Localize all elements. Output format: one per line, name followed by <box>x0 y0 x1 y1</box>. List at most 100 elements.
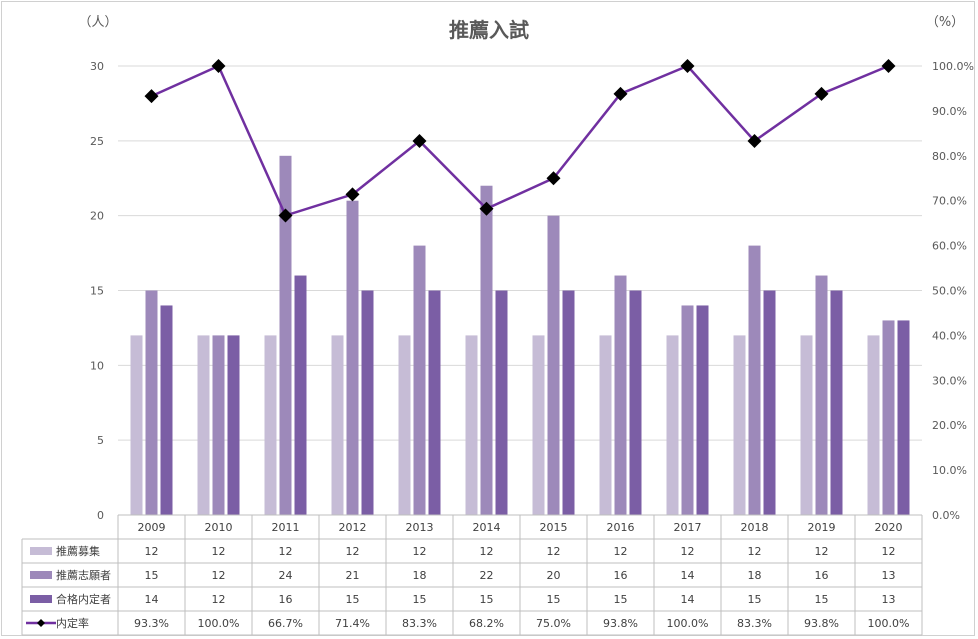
rate-point <box>412 133 427 148</box>
bar <box>733 335 746 515</box>
x-tick-label: 2015 <box>540 521 568 534</box>
bar <box>279 155 292 516</box>
bar <box>197 335 210 515</box>
bar <box>614 275 627 515</box>
legend-label: 内定率 <box>56 616 89 630</box>
y-left-tick-label: 10 <box>90 359 104 372</box>
rate-point <box>680 59 695 73</box>
legend-label: 推薦募集 <box>56 544 100 558</box>
bar <box>398 335 411 515</box>
bar <box>264 335 277 515</box>
bar <box>465 335 478 515</box>
data-label: 12 <box>748 545 762 558</box>
data-label: 12 <box>480 545 494 558</box>
bar <box>763 290 776 515</box>
bar <box>882 320 895 515</box>
legend-swatch <box>30 547 52 555</box>
bar <box>413 245 426 515</box>
data-label: 18 <box>413 569 427 582</box>
y-right-tick-label: 20.0% <box>932 419 967 432</box>
rate-point <box>144 89 159 104</box>
legend-marker <box>37 619 45 627</box>
rate-point <box>479 201 494 216</box>
data-label: 12 <box>212 593 226 606</box>
y-left-tick-label: 20 <box>90 210 104 223</box>
bar <box>495 290 508 515</box>
legend-label: 推薦志願者 <box>56 568 111 582</box>
bar <box>800 335 813 515</box>
data-label: 93.3% <box>134 617 169 630</box>
y-right-tick-label: 40.0% <box>932 329 967 342</box>
data-label: 100.0% <box>198 617 240 630</box>
legend-swatch <box>30 571 52 579</box>
chart-title: 推薦入試 <box>449 18 529 42</box>
data-label: 12 <box>212 569 226 582</box>
bar <box>428 290 441 515</box>
rate-line <box>150 64 889 218</box>
y-right-tick-label: 10.0% <box>932 464 967 477</box>
data-label: 15 <box>547 593 561 606</box>
bar <box>212 335 225 515</box>
data-label: 15 <box>145 569 159 582</box>
data-label: 24 <box>279 569 293 582</box>
bar <box>562 290 575 515</box>
bar <box>897 320 910 515</box>
rate-point <box>211 59 226 73</box>
bar <box>227 335 240 515</box>
bar <box>666 335 679 515</box>
y-left-tick-label: 30 <box>90 60 104 73</box>
data-label: 12 <box>212 545 226 558</box>
bar <box>331 335 344 515</box>
data-label: 66.7% <box>268 617 303 630</box>
y-left-tick-label: 25 <box>90 135 104 148</box>
bar <box>145 290 158 515</box>
data-label: 22 <box>480 569 494 582</box>
data-label: 14 <box>681 569 695 582</box>
y-right-tick-label: 90.0% <box>932 105 967 118</box>
y-right-tick-label: 30.0% <box>932 374 967 387</box>
rate-point <box>747 133 762 148</box>
bar <box>532 335 545 515</box>
y-right-tick-label: 60.0% <box>932 240 967 253</box>
data-label: 13 <box>882 569 896 582</box>
y-right-tick-label: 50.0% <box>932 285 967 298</box>
x-tick-label: 2009 <box>138 521 166 534</box>
bar <box>748 245 761 515</box>
data-label: 14 <box>681 593 695 606</box>
rate-point <box>546 171 561 186</box>
data-label: 21 <box>346 569 360 582</box>
data-label: 15 <box>815 593 829 606</box>
data-label: 13 <box>882 593 896 606</box>
right-axis-unit: （%） <box>926 15 964 30</box>
left-axis-unit: （人） <box>78 15 117 30</box>
y-left-tick-label: 0 <box>97 509 104 522</box>
x-tick-label: 2018 <box>741 521 769 534</box>
bar <box>160 305 173 515</box>
bar <box>815 275 828 515</box>
x-tick-label: 2011 <box>272 521 300 534</box>
data-label: 15 <box>346 593 360 606</box>
x-tick-label: 2010 <box>205 521 233 534</box>
legend-label: 合格内定者 <box>56 592 111 606</box>
data-label: 12 <box>346 545 360 558</box>
x-tick-label: 2013 <box>406 521 434 534</box>
bar <box>867 335 880 515</box>
data-label: 12 <box>279 545 293 558</box>
data-label: 12 <box>882 545 896 558</box>
legend-swatch <box>30 595 52 603</box>
y-left-tick-label: 5 <box>97 434 104 447</box>
bar <box>599 335 612 515</box>
rate-point <box>613 86 628 101</box>
data-label: 12 <box>815 545 829 558</box>
bar <box>629 290 642 515</box>
bar <box>130 335 143 515</box>
rate-point <box>278 208 293 223</box>
y-right-tick-label: 0.0% <box>932 509 960 522</box>
data-label: 15 <box>614 593 628 606</box>
rate-point <box>814 86 829 101</box>
rate-point <box>881 59 896 73</box>
y-left-tick-label: 15 <box>90 285 104 298</box>
data-label: 100.0% <box>868 617 910 630</box>
data-label: 16 <box>279 593 293 606</box>
